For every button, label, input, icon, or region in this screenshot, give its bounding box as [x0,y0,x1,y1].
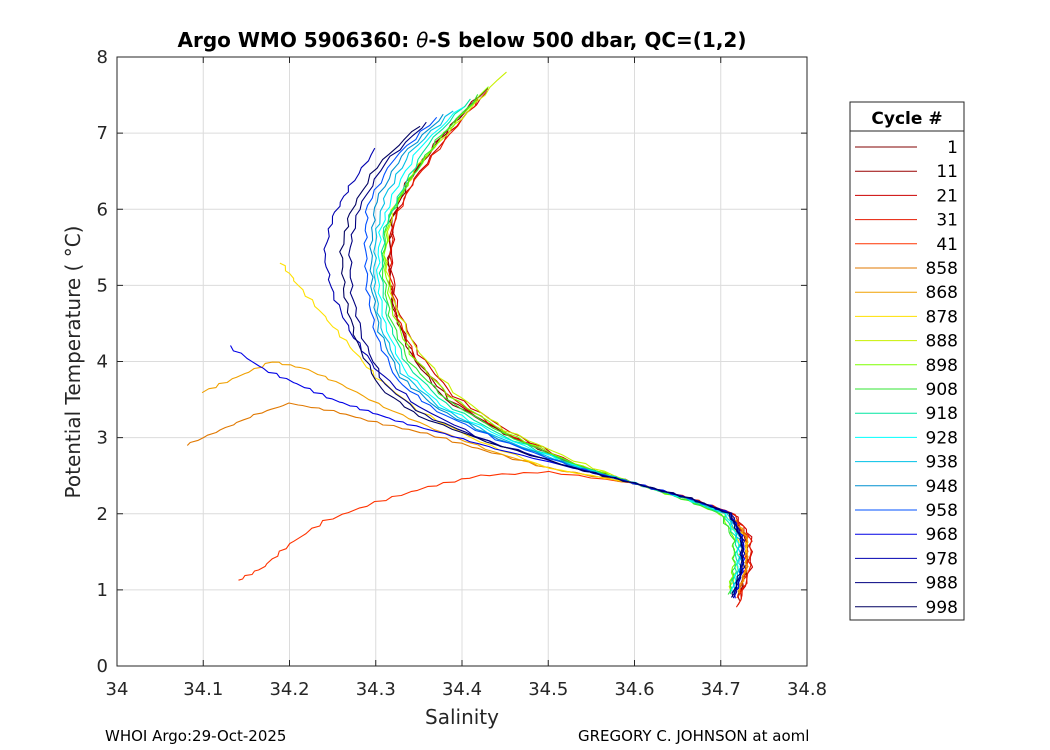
legend-label-858: 858 [926,259,958,279]
legend-label-41: 41 [936,235,958,255]
series-line-998 [339,125,744,597]
legend-label-898: 898 [926,356,958,376]
axis-ticks [116,56,808,667]
y-tick-label: 8 [97,47,108,68]
legend-label-1: 1 [947,138,958,158]
y-tick-label: 7 [97,123,108,144]
series-line-868 [201,361,749,594]
footer-right: GREGORY C. JOHNSON at aoml [578,727,809,745]
y-tick-label: 1 [97,580,108,601]
legend-label-878: 878 [926,307,958,327]
series-layer [186,71,754,608]
legend-label-908: 908 [926,380,958,400]
y-tick-label: 6 [97,199,108,220]
x-tick-label: 34.1 [183,679,223,700]
series-line-908 [381,94,736,595]
series-line-988 [348,121,745,598]
legend-label-918: 918 [926,404,958,424]
y-tick-labels: 0 1 2 3 4 5 6 7 8 [97,47,108,677]
legend-label-11: 11 [936,162,958,182]
y-tick-label: 2 [97,504,108,525]
x-tick-label: 34.2 [269,679,309,700]
legend-label-998: 998 [926,598,958,618]
legend-label-888: 888 [926,332,958,352]
x-axis-label: Salinity [425,705,499,729]
legend-label-988: 988 [926,574,958,594]
x-tick-label: 34.6 [614,679,654,700]
legend-label-928: 928 [926,428,958,448]
y-axis-label: Potential Temperature ( °C) [61,226,85,499]
legend-label-948: 948 [926,477,958,497]
series-line-858 [186,402,749,594]
legend-label-21: 21 [936,186,958,206]
x-tick-label: 34.4 [442,679,482,700]
chart-title: Argo WMO 5906360: θ-S below 500 dbar, QC… [178,28,747,52]
x-tick-label: 34.7 [701,679,741,700]
x-tick-label: 34.8 [787,679,827,700]
footer-left: WHOI Argo:29-Oct-2025 [105,727,286,745]
legend-label-31: 31 [936,211,958,231]
y-tick-label: 0 [97,656,108,677]
x-tick-label: 34 [106,679,129,700]
legend-label-958: 958 [926,501,958,521]
legend-label-938: 938 [926,453,958,473]
legend-title: Cycle # [871,109,942,129]
legend-label-968: 968 [926,525,958,545]
y-tick-label: 4 [97,352,108,373]
x-tick-label: 34.3 [356,679,396,700]
legend-label-868: 868 [926,283,958,303]
legend-box [849,101,965,621]
series-line-968 [230,345,746,599]
y-tick-label: 5 [97,275,108,296]
x-tick-label: 34.5 [528,679,568,700]
legend-label-978: 978 [926,549,958,569]
series-line-928 [375,106,741,594]
x-tick-labels: 34 34.1 34.2 34.3 34.4 34.5 34.6 34.7 34.8 [106,679,827,700]
y-tick-label: 3 [97,428,108,449]
legend: Cycle # 11121314185886887888889890891892… [849,101,965,621]
